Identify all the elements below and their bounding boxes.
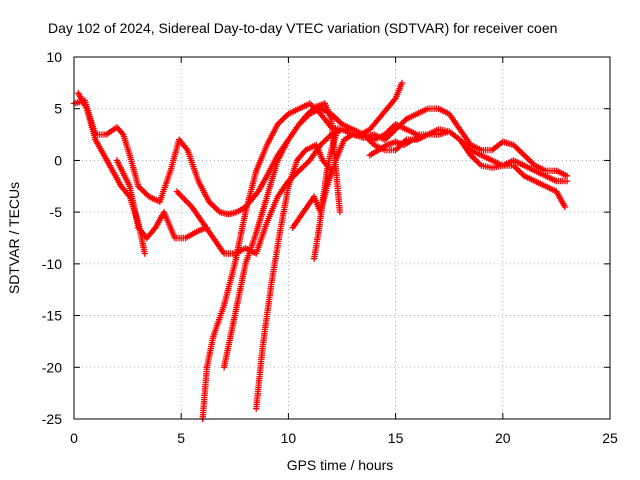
gridlines xyxy=(74,57,610,419)
data-markers xyxy=(70,79,571,423)
x-tick-label: 20 xyxy=(495,430,511,446)
x-tick-labels: 0 5 10 15 20 25 xyxy=(70,430,618,446)
x-tick-label: 0 xyxy=(70,430,78,446)
y-tick-label: 0 xyxy=(54,152,62,168)
y-tick-label: -15 xyxy=(42,308,62,324)
chart-title: Day 102 of 2024, Sidereal Day-to-day VTE… xyxy=(48,20,557,36)
y-tick-label: -25 xyxy=(42,411,62,427)
axis-ticks xyxy=(73,56,611,420)
x-tick-label: 15 xyxy=(388,430,404,446)
x-axis-label: GPS time / hours xyxy=(287,457,394,473)
y-tick-label: 10 xyxy=(46,49,62,65)
y-tick-label: -5 xyxy=(50,204,63,220)
plot-frame xyxy=(73,56,611,420)
y-tick-label: -20 xyxy=(42,359,62,375)
y-tick-label: -10 xyxy=(42,256,62,272)
y-tick-labels: -25 -20 -15 -10 -5 0 5 10 xyxy=(42,49,62,427)
x-tick-label: 25 xyxy=(602,430,618,446)
y-tick-label: 5 xyxy=(54,101,62,117)
plus-markers xyxy=(70,79,571,423)
x-tick-label: 10 xyxy=(281,430,297,446)
y-axis-label: SDTVAR / TECUs xyxy=(6,182,22,294)
x-tick-label: 5 xyxy=(177,430,185,446)
